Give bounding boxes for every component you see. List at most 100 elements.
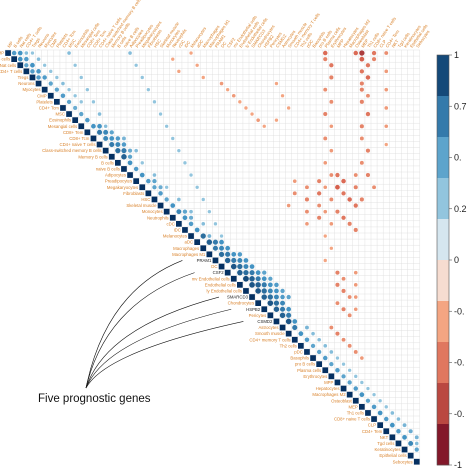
correlation-circle [189, 209, 193, 214]
correlation-circle [353, 295, 358, 299]
row-label: Pericytes [249, 313, 267, 318]
diagonal-cell [359, 404, 365, 410]
diagonal-cell [5, 50, 11, 56]
correlation-circle [414, 441, 419, 446]
diagonal-cell [206, 251, 213, 258]
correlation-circle [91, 123, 96, 129]
correlation-circle [201, 222, 206, 226]
correlation-circle [79, 75, 83, 80]
correlation-circle [212, 239, 218, 245]
column-label: CLP [378, 39, 387, 49]
correlation-circle [128, 51, 132, 55]
correlation-circle [189, 51, 193, 55]
diagonal-cell [310, 355, 316, 361]
colorbar-segment [437, 96, 449, 138]
correlation-circle [11, 50, 17, 56]
correlation-circle [305, 209, 309, 214]
correlation-circle [359, 56, 365, 62]
correlation-circle [360, 380, 364, 385]
row-label: Th1 cells [347, 410, 364, 415]
correlation-circle [329, 75, 334, 80]
correlation-circle [280, 94, 285, 98]
correlation-circle [54, 87, 60, 92]
correlation-circle [408, 429, 413, 434]
diagonal-cell [212, 257, 219, 264]
row-label: Chondrocytes [228, 301, 255, 306]
correlation-circle [305, 185, 309, 190]
correlation-circle [335, 270, 340, 275]
correlation-circle [249, 270, 255, 276]
correlation-circle [170, 203, 176, 208]
row-label: MP [0, 51, 4, 56]
correlation-circle [97, 112, 102, 116]
correlation-circle [267, 300, 274, 306]
correlation-circle [201, 75, 205, 80]
correlation-circle [274, 288, 279, 294]
correlation-circle [103, 129, 109, 135]
correlation-circle [139, 172, 145, 178]
correlation-circle [134, 148, 138, 153]
correlation-circle [414, 435, 419, 440]
colorbar-tick-label: -0. [454, 409, 465, 419]
correlation-circle [323, 87, 328, 92]
correlation-circle [146, 87, 151, 92]
row-label: Neutrophils [147, 215, 169, 220]
correlation-circle [274, 282, 279, 288]
correlation-circle [323, 57, 328, 62]
correlation-circle [171, 136, 175, 141]
row-label: Class-switched memory B cells [42, 148, 101, 153]
correlation-circle [200, 233, 206, 239]
colorbar-segment [437, 219, 449, 261]
correlation-circle [250, 112, 254, 116]
correlation-circle [267, 288, 273, 294]
row-label: Eosinophils [49, 118, 71, 123]
correlation-circle [256, 118, 260, 122]
correlation-circle [341, 276, 346, 281]
diagonal-cell [102, 147, 109, 154]
row-label: B cells [0, 57, 10, 62]
diagonal-cell [389, 434, 396, 441]
correlation-circle [261, 294, 267, 300]
correlation-circle [304, 197, 310, 202]
correlation-circle [30, 51, 35, 55]
row-label: iDC [174, 227, 181, 232]
correlation-circle [359, 392, 365, 398]
correlation-circle [109, 136, 115, 141]
column-label: MP [6, 40, 14, 48]
correlation-circle [177, 197, 181, 202]
correlation-circle [280, 294, 285, 300]
row-label: MPP [324, 380, 333, 385]
correlation-circle [323, 234, 327, 238]
correlation-circle [292, 319, 298, 324]
correlation-circle [323, 112, 328, 117]
column-label: NKT [391, 38, 400, 48]
diagonal-cell [218, 263, 225, 270]
diagonal-cell [273, 318, 280, 325]
correlation-circle [164, 197, 169, 202]
correlation-circle [329, 197, 334, 202]
correlation-circle [134, 63, 138, 67]
diagonal-cell [17, 62, 24, 69]
colorbar-tick-label: 1 [454, 50, 459, 60]
column-label: CMP [49, 38, 59, 49]
row-label: CSF2 [213, 270, 225, 275]
annotation-text: Five prognostic genes [38, 393, 151, 405]
diagonal-cell [346, 391, 353, 398]
correlation-circle [17, 56, 23, 62]
correlation-circle [311, 331, 315, 336]
correlation-circle [329, 325, 334, 330]
correlation-circle [188, 221, 194, 227]
diagonal-cell [163, 208, 170, 215]
correlation-circle [280, 300, 286, 306]
row-label: CD8+ Tcm [69, 136, 90, 141]
correlation-circle [73, 94, 77, 98]
correlation-circle [231, 93, 236, 98]
correlation-circle [158, 191, 163, 196]
correlation-circle [408, 440, 414, 446]
correlation-circle [335, 184, 340, 190]
diagonal-cell [90, 135, 97, 142]
correlation-circle [329, 361, 334, 367]
correlation-circle [365, 398, 371, 403]
correlation-circle [329, 124, 334, 129]
correlation-circle [298, 331, 304, 337]
